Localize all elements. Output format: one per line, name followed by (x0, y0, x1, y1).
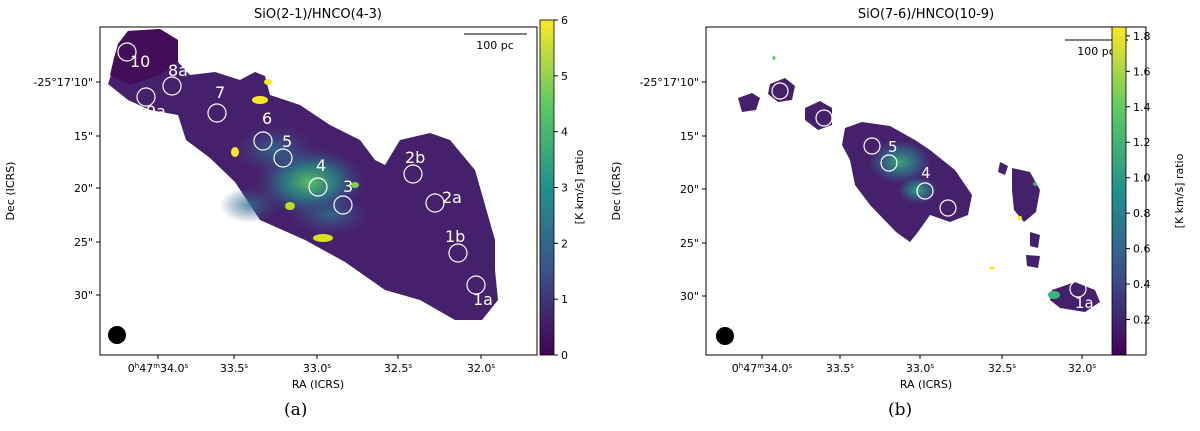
x-tick-label: 32.0s (467, 362, 496, 375)
colorbar-a-label: [K km/s] ratio (573, 149, 586, 224)
region-label: 4 (316, 156, 326, 175)
region-label: 1a (473, 290, 493, 309)
region-circle (253, 131, 273, 151)
region-label: 4 (921, 164, 931, 182)
y-tick-label: -25°17'10" (33, 76, 93, 89)
region-circle (815, 109, 833, 127)
region-label: 2b (405, 148, 425, 167)
region-label: 6 (262, 109, 272, 128)
colorbar-tick-label: 0.6 (1133, 243, 1151, 256)
region-circle (162, 76, 182, 96)
colorbar-tick-label: 1 (561, 293, 568, 306)
region-label: 3 (343, 177, 353, 196)
region-circle (117, 42, 137, 62)
region-label: 1b (445, 227, 465, 246)
beam-b (716, 327, 734, 345)
colorbar-tick-label: 1.4 (1133, 101, 1151, 114)
x-tick-label: 0h47m34.0s (732, 362, 793, 375)
scale-bar-label-a: 100 pc (476, 39, 514, 52)
region-circle (308, 177, 328, 197)
region-label: 5 (888, 138, 898, 156)
y-tick-label: 30" (74, 289, 93, 302)
x-tick-label: 32.0s (1068, 362, 1097, 375)
region-label: 7 (215, 83, 225, 102)
colorbar-tick-label: 1.8 (1133, 30, 1151, 43)
colorbar-b-ticks: 0.2 0.4 0.6 0.8 1.0 1.2 1.4 1.6 1.8 (1126, 30, 1151, 327)
region-circle (771, 82, 789, 100)
beam-a (108, 326, 126, 344)
x-tick-label: 33.0s (906, 362, 935, 375)
y-tick-label: -25°17'10" (639, 76, 699, 89)
region-circle (880, 154, 898, 172)
colorbar-tick-label: 6 (561, 14, 568, 27)
region-label: 2a (442, 188, 462, 207)
y-tick-label: 15" (680, 130, 699, 143)
x-tick-label: 33.5s (826, 362, 855, 375)
caption-a: (a) (284, 400, 308, 420)
region-circle (466, 275, 486, 295)
scale-bar-label-b: 100 pc (1077, 45, 1115, 58)
colorbar-tick-label: 1.0 (1133, 172, 1151, 185)
x-tick-label: 0h47m34.0s (128, 362, 189, 375)
y-tick-label: 30" (680, 290, 699, 303)
chart-b-title: SiO(7-6)/HNCO(10-9) (858, 7, 994, 22)
region-circle (207, 103, 227, 123)
panel-a: SiO(2-1)/HNCO(4-3) (4, 7, 586, 420)
colorbar-tick-label: 0.2 (1133, 314, 1151, 327)
chart-b-svg: SiO(7-6)/HNCO(10-9) (610, 7, 1186, 391)
y-axis-label-a: Dec (ICRS) (4, 162, 17, 221)
x-axis-label-b: RA (ICRS) (900, 378, 952, 391)
colorbar-tick-label: 5 (561, 70, 568, 83)
colorbar-tick-label: 0 (561, 349, 568, 362)
region-label: 8a (168, 61, 188, 80)
region-label: 1a (1075, 294, 1094, 312)
caption-b: (b) (888, 400, 913, 420)
colorbar-tick-label: 1.6 (1133, 65, 1151, 78)
colorbar-tick-label: 0.4 (1133, 278, 1151, 291)
y-tick-label: 20" (680, 183, 699, 196)
region-circle (939, 199, 957, 217)
y-tick-label: 25" (680, 237, 699, 250)
region-circles-a (117, 42, 486, 295)
x-tick-label: 32.5s (384, 362, 413, 375)
x-tick-label: 32.5s (988, 362, 1017, 375)
region-label: 10 (130, 52, 150, 71)
colorbar-tick-label: 2 (561, 237, 568, 250)
region-circle (403, 164, 423, 184)
colorbar-tick-label: 0.8 (1133, 207, 1151, 220)
y-axis-label-b: Dec (ICRS) (610, 162, 623, 221)
x-axis-label-a: RA (ICRS) (292, 378, 344, 391)
y-tick-label: 20" (74, 182, 93, 195)
region-circle (333, 195, 353, 215)
colorbar-b-label: [K km/s] ratio (1173, 153, 1186, 228)
region-circle (863, 137, 881, 155)
x-tick-label: 33.0s (303, 362, 332, 375)
region-label: 9a (146, 102, 166, 121)
chart-a-title: SiO(2-1)/HNCO(4-3) (254, 7, 382, 22)
region-circle (273, 148, 293, 168)
panel-b: SiO(7-6)/HNCO(10-9) (600, 0, 1200, 431)
colorbar-tick-label: 4 (561, 126, 568, 139)
colorbar-tick-label: 3 (561, 182, 568, 195)
colorbar-a-ticks: 0 1 2 3 4 5 6 (554, 14, 568, 362)
chart-a-svg: SiO(2-1)/HNCO(4-3) (4, 7, 586, 391)
x-tick-label: 33.5s (220, 362, 249, 375)
region-circle (448, 243, 468, 263)
colorbar-tick-label: 1.2 (1133, 136, 1151, 149)
colorbar-a (539, 19, 555, 356)
region-circle (916, 182, 934, 200)
y-tick-label: 25" (74, 236, 93, 249)
y-tick-label: 15" (74, 130, 93, 143)
region-circle (1069, 280, 1087, 298)
region-circle (425, 193, 445, 213)
region-label: 5 (282, 132, 292, 151)
region-circles-b (771, 82, 1087, 298)
colorbar-b (1111, 26, 1127, 356)
region-circle (136, 87, 156, 107)
